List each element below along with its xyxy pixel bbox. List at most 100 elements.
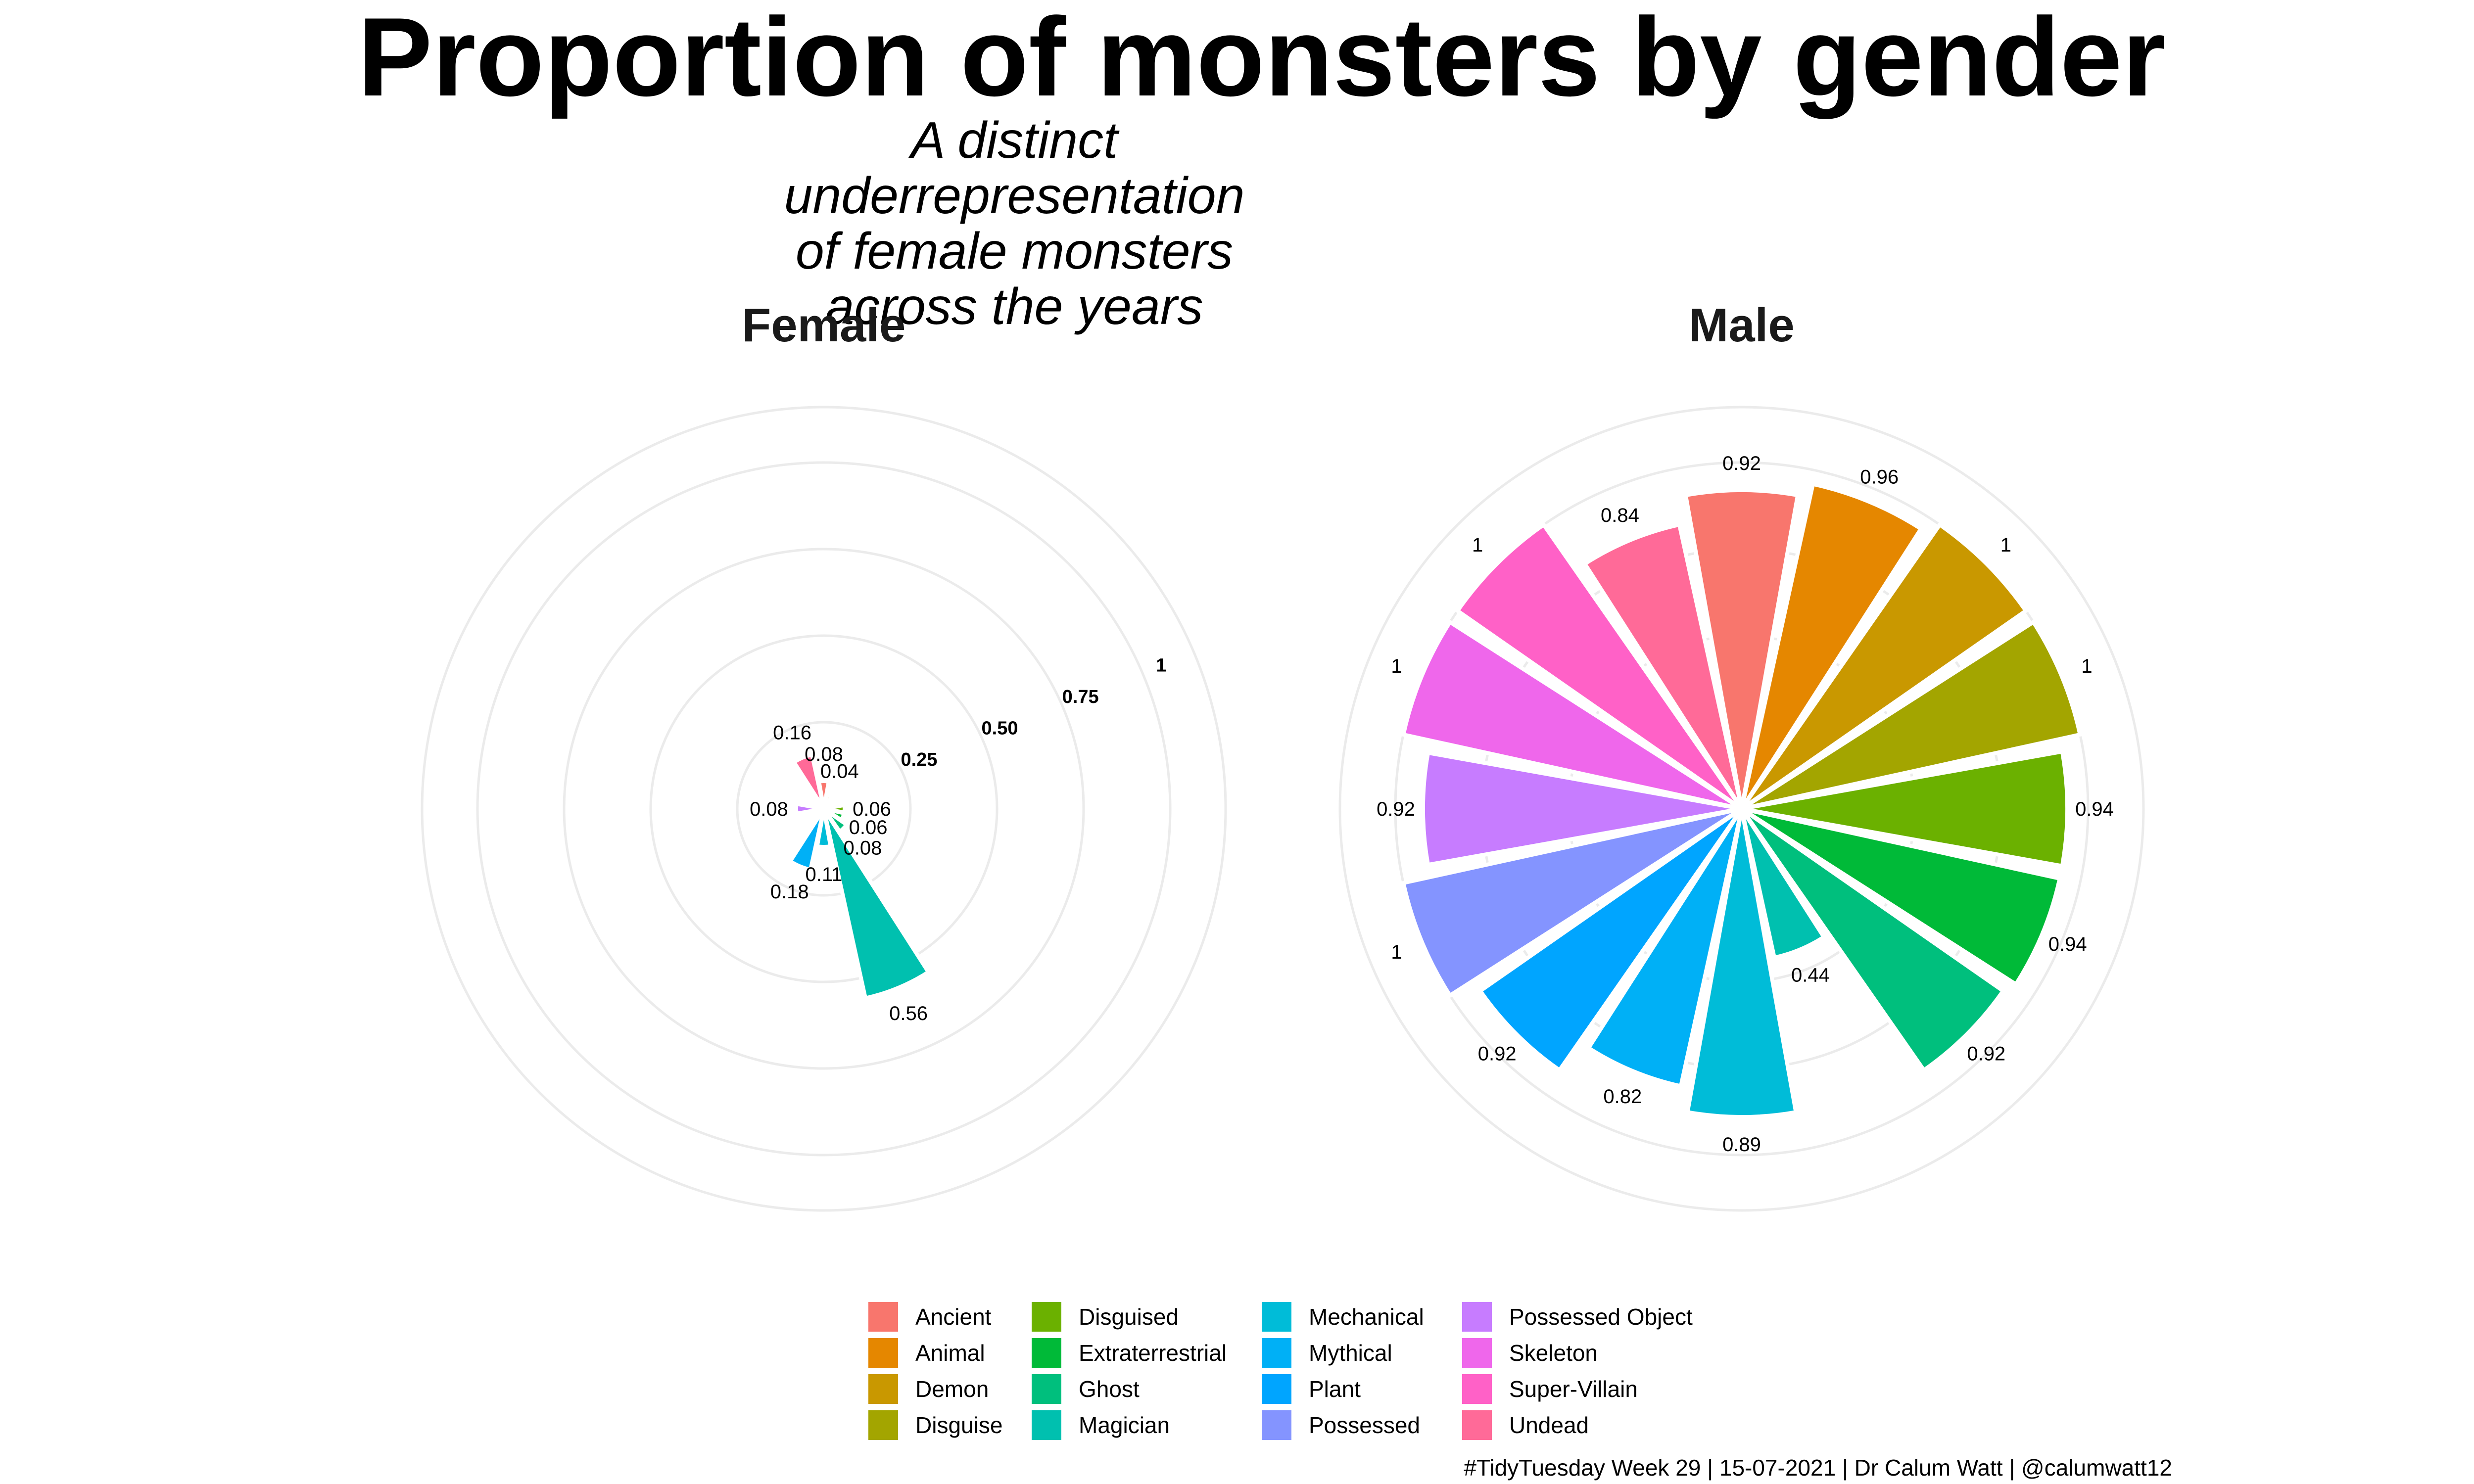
legend-swatch bbox=[1462, 1338, 1492, 1368]
bar-female-possessed-object bbox=[794, 801, 824, 816]
value-label: 0.06 bbox=[853, 798, 891, 820]
legend-label: Magician bbox=[1079, 1412, 1170, 1438]
grid-circle bbox=[649, 634, 999, 983]
value-label: 0.96 bbox=[1860, 466, 1899, 488]
legend-swatch bbox=[1462, 1374, 1492, 1404]
chart-title: Proportion of monsters by gender bbox=[358, 0, 2166, 119]
bar-male-animal bbox=[1740, 481, 1924, 810]
value-label: 0.08 bbox=[844, 837, 882, 859]
chart-subtitle: A distinct underrepresentation of female… bbox=[784, 112, 1245, 335]
value-label: 0.82 bbox=[1603, 1086, 1642, 1108]
legend-swatch bbox=[868, 1374, 898, 1404]
legend-label: Ghost bbox=[1079, 1376, 1140, 1402]
bar-male-plant bbox=[1477, 807, 1744, 1073]
value-label: 0.44 bbox=[1791, 964, 1830, 986]
legend-swatch bbox=[868, 1302, 898, 1332]
grid-circle bbox=[476, 461, 1172, 1157]
bar-male-super-villain bbox=[1455, 522, 1744, 811]
value-label: 0.92 bbox=[1377, 798, 1415, 820]
radial-tick-label: 1 bbox=[1156, 655, 1166, 676]
value-label: 0.89 bbox=[1722, 1134, 1761, 1156]
grid-circle bbox=[1394, 461, 2090, 1157]
bar-male-magician bbox=[1740, 807, 1827, 960]
bar-male-ancient bbox=[1683, 488, 1800, 809]
value-label: 0.94 bbox=[2048, 933, 2087, 955]
bar-male-mythical bbox=[1586, 807, 1744, 1089]
panel-male: Male 0.92 0.96 1 1 0.94 0.94 0.92 0.44 0.89 0.82 0… bbox=[1338, 299, 2145, 1212]
legend-swatch bbox=[1032, 1410, 1061, 1440]
grid-circle bbox=[736, 721, 912, 897]
legend-label: Skeleton bbox=[1509, 1340, 1598, 1366]
legend-label: Plant bbox=[1309, 1376, 1361, 1402]
legend-swatch bbox=[1262, 1302, 1291, 1332]
value-label: 0.11 bbox=[806, 864, 843, 885]
legend-swatch bbox=[1462, 1302, 1492, 1332]
legend-swatch bbox=[1032, 1302, 1061, 1332]
bar-male-skeleton bbox=[1401, 619, 1743, 811]
bar-male-mechanical bbox=[1685, 808, 1799, 1119]
value-label: 0.94 bbox=[2075, 798, 2114, 820]
value-label: 0.92 bbox=[1967, 1043, 2005, 1065]
legend-swatch bbox=[1032, 1374, 1061, 1404]
bar-female-mythical bbox=[787, 807, 826, 872]
value-label: 0.92 bbox=[1722, 453, 1761, 474]
legend-label: Mythical bbox=[1309, 1340, 1392, 1366]
legend-label: Animal bbox=[915, 1340, 985, 1366]
panel-title-female: Female bbox=[742, 299, 906, 352]
legend-label: Demon bbox=[915, 1376, 989, 1402]
legend-swatch bbox=[1262, 1374, 1291, 1404]
grid-circle bbox=[1338, 406, 2145, 1212]
caption: #TidyTuesday Week 29 | 15-07-2021 | Dr C… bbox=[1464, 1455, 2172, 1481]
legend-label: Possessed Object bbox=[1509, 1304, 1693, 1330]
legend-label: Ancient bbox=[915, 1304, 992, 1330]
value-label: 0.84 bbox=[1601, 505, 1639, 526]
bar-male-disguise bbox=[1740, 619, 2083, 811]
legend-label: Disguised bbox=[1079, 1304, 1179, 1330]
value-label: 0.18 bbox=[770, 881, 809, 903]
legend-swatch bbox=[1262, 1338, 1291, 1368]
bar-female-animal bbox=[822, 792, 834, 810]
radial-tick-label: 0.50 bbox=[982, 718, 1018, 739]
bar-male-possessed-object bbox=[1421, 750, 1742, 867]
bar-male-demon bbox=[1740, 522, 2029, 811]
legend-swatch bbox=[1462, 1410, 1492, 1440]
legend-swatch bbox=[1032, 1338, 1061, 1368]
legend-label: Possessed bbox=[1309, 1412, 1420, 1438]
grid-circle bbox=[563, 548, 1085, 1070]
legend-label: Undead bbox=[1509, 1412, 1589, 1438]
legend-label: Extraterrestrial bbox=[1079, 1340, 1227, 1366]
value-label: 1 bbox=[1391, 941, 1402, 963]
panel-female: Female 0.080.040.060.060.080.560.110.180… bbox=[421, 299, 1227, 1212]
legend-swatch bbox=[1262, 1410, 1291, 1440]
legend-swatch bbox=[868, 1338, 898, 1368]
value-label: 0.08 bbox=[805, 743, 843, 765]
value-label: 0.16 bbox=[773, 722, 811, 744]
bar-male-disguised bbox=[1741, 749, 2069, 869]
value-label: 1 bbox=[1472, 534, 1483, 556]
panel-title-male: Male bbox=[1689, 299, 1794, 352]
bar-male-undead bbox=[1582, 522, 1744, 810]
legend-label: Mechanical bbox=[1309, 1304, 1424, 1330]
grid-circle bbox=[421, 406, 1227, 1212]
legend: Ancient Animal Demon Disguise Disguised Extra… bbox=[868, 1302, 1693, 1440]
legend-label: Disguise bbox=[915, 1412, 1002, 1438]
value-label: 1 bbox=[2081, 655, 2092, 677]
value-label: 1 bbox=[2000, 534, 2011, 556]
value-label: 0.92 bbox=[1478, 1043, 1517, 1065]
value-label: 1 bbox=[1391, 655, 1402, 677]
bar-male-extraterrestrial bbox=[1740, 807, 2062, 987]
value-label: 0.06 bbox=[849, 817, 888, 838]
bar-male-possessed bbox=[1401, 807, 1743, 998]
legend-label: Super-Villain bbox=[1509, 1376, 1638, 1402]
value-label: 0.56 bbox=[889, 1003, 928, 1024]
bar-female-magician bbox=[822, 807, 931, 1001]
legend-swatch bbox=[868, 1410, 898, 1440]
value-label: 0.04 bbox=[820, 760, 859, 782]
bar-female-undead bbox=[791, 752, 826, 810]
bar-male-ghost bbox=[1740, 807, 2006, 1073]
radial-tick-label: 0.75 bbox=[1062, 687, 1099, 707]
radial-tick-label: 0.25 bbox=[901, 749, 937, 770]
value-label: 0.08 bbox=[750, 798, 788, 820]
grid-female bbox=[421, 406, 1227, 1212]
